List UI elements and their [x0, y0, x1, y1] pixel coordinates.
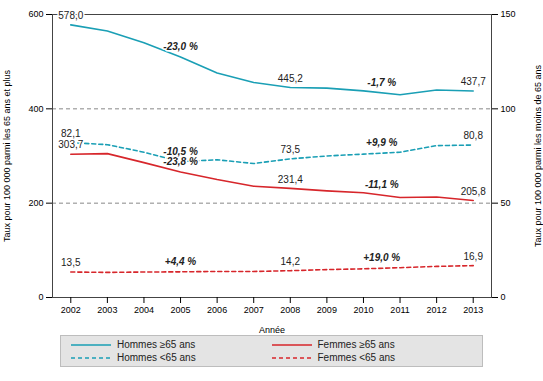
svg-text:-23,0 %: -23,0 %	[163, 41, 198, 52]
svg-text:150: 150	[501, 9, 516, 19]
svg-text:100: 100	[501, 104, 516, 114]
svg-text:2005: 2005	[171, 305, 191, 315]
svg-text:578,0: 578,0	[58, 10, 83, 21]
html-text:Hommes <65 ans: Hommes <65 ans	[117, 352, 196, 363]
svg-text:445,2: 445,2	[278, 73, 303, 84]
svg-text:2009: 2009	[317, 305, 337, 315]
svg-text:-1,7 %: -1,7 %	[367, 77, 396, 88]
svg-text:-10,5 %: -10,5 %	[163, 146, 198, 157]
svg-text:-11,1 %: -11,1 %	[365, 179, 399, 190]
svg-text:2004: 2004	[134, 305, 154, 315]
svg-text:2011: 2011	[390, 305, 409, 315]
svg-text:80,8: 80,8	[463, 130, 483, 141]
svg-text:+19,0 %: +19,0 %	[363, 252, 400, 263]
svg-text:2007: 2007	[244, 305, 264, 315]
svg-text:303,7: 303,7	[58, 139, 83, 150]
svg-text:+4,4 %: +4,4 %	[165, 256, 197, 267]
svg-text:0: 0	[501, 292, 506, 302]
svg-text:Taux pour 100 000 parmi les 65: Taux pour 100 000 parmi les 65 ans et pl…	[2, 69, 12, 242]
svg-text:0: 0	[38, 292, 43, 302]
svg-text:600: 600	[28, 9, 43, 19]
svg-text:Taux pour 100 000 parmi les mo: Taux pour 100 000 parmi les moins de 65 …	[533, 64, 543, 247]
svg-text:-23,8 %: -23,8 %	[163, 156, 198, 167]
svg-text:Année: Année	[259, 325, 285, 335]
svg-text:50: 50	[501, 198, 511, 208]
svg-text:2002: 2002	[61, 305, 81, 315]
svg-text:16,9: 16,9	[463, 251, 483, 262]
html-text:Hommes ≥65 ans: Hommes ≥65 ans	[117, 339, 196, 350]
svg-text:2003: 2003	[97, 305, 117, 315]
svg-text:200: 200	[28, 198, 43, 208]
html-text:Femmes <65 ans: Femmes <65 ans	[317, 352, 395, 363]
svg-text:437,7: 437,7	[461, 76, 486, 87]
svg-text:2010: 2010	[353, 305, 373, 315]
svg-text:13,5: 13,5	[61, 257, 81, 268]
svg-text:14,2: 14,2	[281, 256, 301, 267]
svg-text:231,4: 231,4	[278, 174, 303, 185]
svg-text:400: 400	[28, 104, 43, 114]
svg-text:2006: 2006	[207, 305, 227, 315]
svg-text:73,5: 73,5	[281, 144, 301, 155]
svg-text:2013: 2013	[463, 305, 483, 315]
svg-text:2008: 2008	[280, 305, 300, 315]
html-text:Femmes ≥65 ans: Femmes ≥65 ans	[317, 339, 395, 350]
svg-text:205,8: 205,8	[461, 186, 486, 197]
svg-text:+9,9 %: +9,9 %	[366, 137, 398, 148]
svg-text:2012: 2012	[427, 305, 447, 315]
svg-text:82,1: 82,1	[61, 128, 81, 139]
